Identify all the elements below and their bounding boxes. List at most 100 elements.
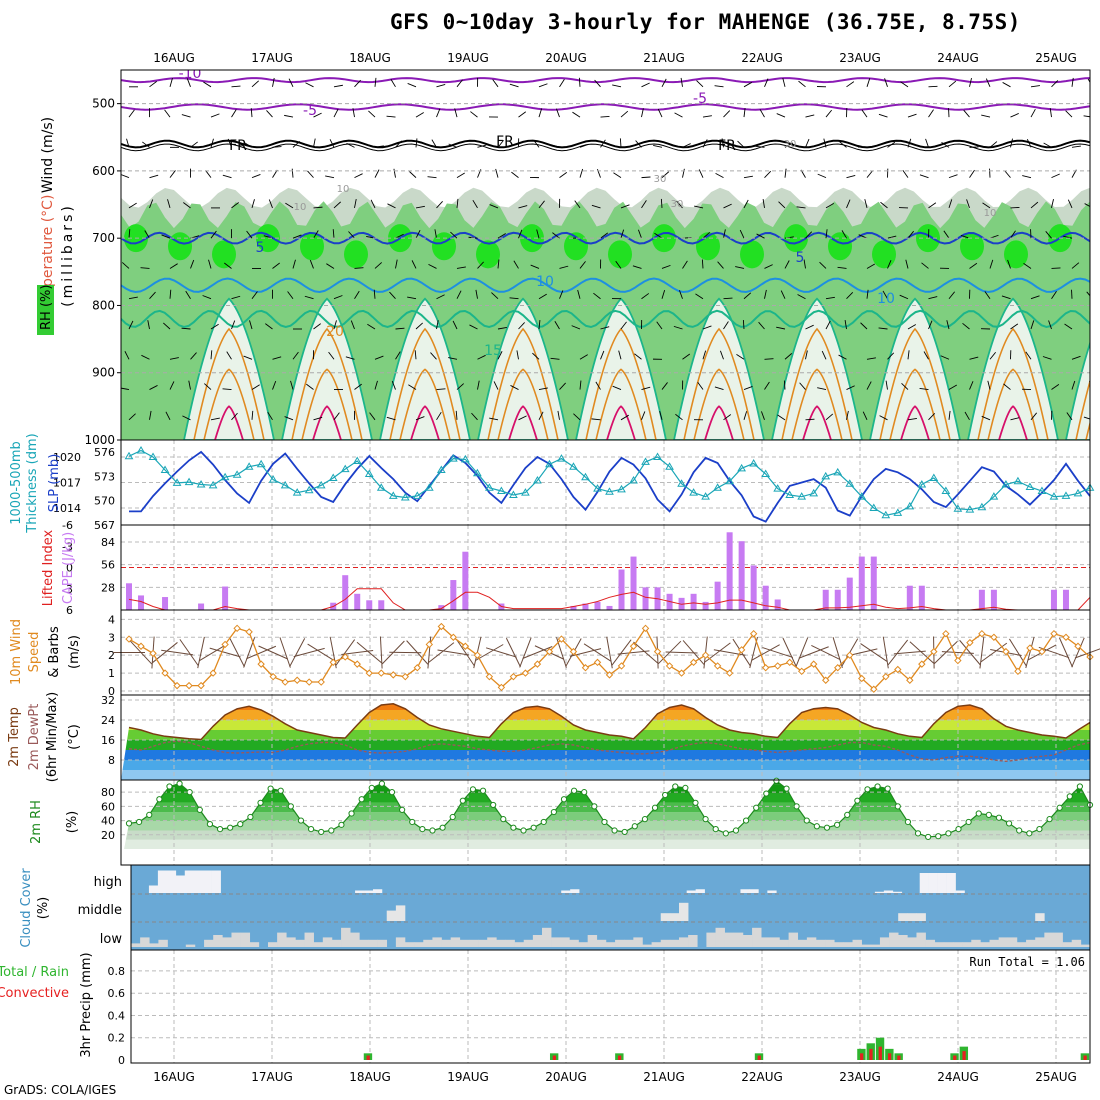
wind-barb <box>612 385 622 390</box>
cloud-label: Cloud Cover <box>19 868 34 948</box>
cloud-bar <box>925 939 936 947</box>
wind-speed-point <box>269 672 277 681</box>
wind-barb <box>389 651 422 654</box>
wind-ylabel: (m/s) <box>67 635 82 669</box>
rh-shade-high <box>564 232 588 261</box>
wind-label-part: & Barbs <box>47 626 62 678</box>
wind-barb <box>354 79 361 88</box>
wind-speed-point <box>545 647 554 656</box>
freezing-line-2 <box>121 143 1090 152</box>
wind-barb <box>1051 384 1060 390</box>
rh-shade-high <box>520 224 544 253</box>
rh-point <box>793 803 800 810</box>
wind-barb <box>350 320 355 330</box>
cape-bar <box>846 577 853 610</box>
wind-barb <box>203 81 212 88</box>
wind-barb <box>866 381 872 390</box>
cloud-bar <box>478 939 488 947</box>
wind-tick-label: 1 <box>108 667 115 680</box>
wind-barb <box>866 170 874 178</box>
wind-barb <box>742 319 745 330</box>
wind-barb <box>395 351 401 360</box>
wind-barb <box>751 644 780 661</box>
cape-bar <box>222 586 229 610</box>
wind-barb <box>181 327 191 330</box>
thickness-point <box>809 488 819 497</box>
temp-contour-25 <box>693 368 745 440</box>
wind-barb <box>559 290 564 299</box>
wind-barb <box>354 198 357 208</box>
slp-tick-label: 1020 <box>53 451 81 464</box>
wind-barb <box>436 108 441 118</box>
wind-barb <box>704 642 731 663</box>
wind-barb <box>900 81 909 88</box>
cloud-bar <box>523 939 534 947</box>
wind-barb <box>210 230 217 239</box>
wind-barb <box>866 263 876 269</box>
wind-barb <box>702 231 711 239</box>
cloud-bar <box>898 913 908 921</box>
wind-barb <box>1025 351 1032 360</box>
wind-barb <box>659 411 663 420</box>
rh-point <box>651 804 659 811</box>
rh-point <box>985 811 992 818</box>
wind-barb <box>697 381 704 390</box>
thickness-point <box>737 463 747 472</box>
cloud-bar <box>359 939 369 947</box>
cloud-bar <box>468 939 479 947</box>
rh-point <box>166 783 173 790</box>
cloud-bar <box>268 942 278 947</box>
rh-point <box>682 784 689 791</box>
wind-barb <box>129 640 153 665</box>
wind-barb <box>204 383 212 390</box>
rh-point <box>287 803 294 810</box>
wind-speed-point <box>846 651 854 659</box>
wind-speed-point <box>461 642 470 650</box>
wind-barb <box>637 229 642 239</box>
date-label-top: 17AUG <box>251 51 293 65</box>
wind-barb <box>696 80 704 88</box>
wind-barb <box>456 266 466 269</box>
wind-barb <box>164 109 171 118</box>
wind-speed-point <box>677 669 686 677</box>
wind-barb <box>121 174 130 179</box>
cloud-bar <box>883 890 894 893</box>
rh-point <box>834 821 841 828</box>
contour-label: FR <box>229 138 247 154</box>
wind-speed-point <box>1014 667 1022 676</box>
cloud-bar <box>355 890 365 893</box>
cloud-bar <box>980 942 990 947</box>
cape-bar <box>834 589 841 610</box>
cape-bar <box>198 603 205 610</box>
wind-barb <box>393 168 396 178</box>
wind-barb <box>1051 199 1054 209</box>
thickness-point <box>1061 491 1071 499</box>
wind-barb <box>149 174 159 179</box>
cloud-bar <box>962 942 972 947</box>
wind-barb <box>272 380 277 390</box>
wind-barb <box>887 352 895 360</box>
wind-barb <box>128 413 136 421</box>
wind-barb <box>293 647 325 658</box>
cloud-bar <box>740 889 750 893</box>
wind-barb <box>743 411 748 420</box>
wind-barb <box>925 138 929 148</box>
rh-shade-high <box>300 232 324 261</box>
wind-barb <box>661 382 668 390</box>
wind-barb <box>227 138 232 148</box>
thickness-point <box>292 488 302 496</box>
date-label-top: 25AUG <box>1035 51 1077 65</box>
wind-speed-point <box>185 681 193 690</box>
rh-point <box>196 806 203 814</box>
cloud-bar <box>322 937 333 947</box>
wind-speed-point <box>473 651 482 659</box>
wind-barb <box>805 350 808 360</box>
rh-point <box>783 785 790 792</box>
wind-barb <box>964 411 970 421</box>
wind-barb <box>313 230 319 239</box>
rh-point <box>712 826 719 833</box>
rh-point <box>429 827 436 834</box>
rh-band <box>121 821 1090 831</box>
wind-barb <box>559 171 568 179</box>
